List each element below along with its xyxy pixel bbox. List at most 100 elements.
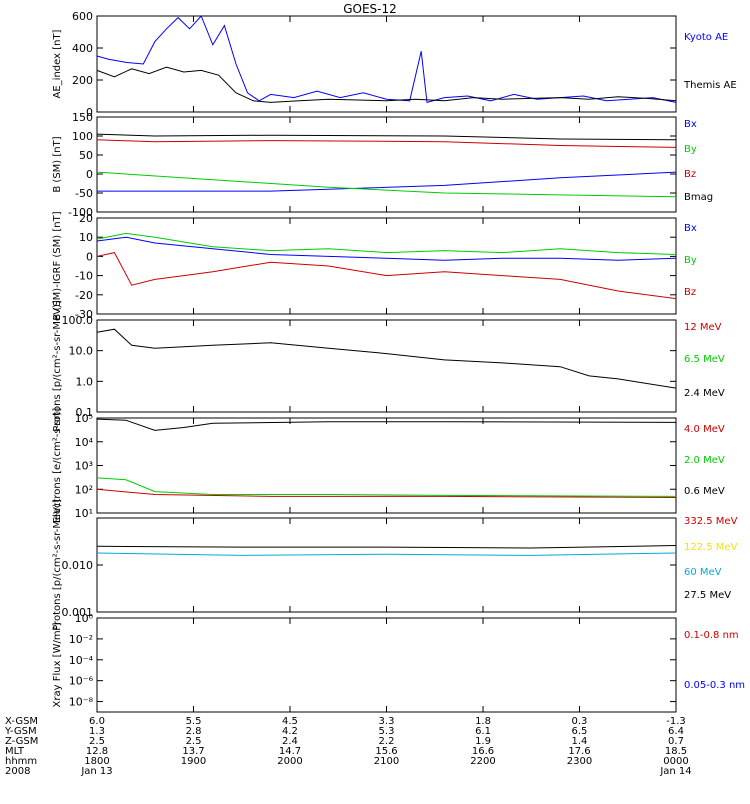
legend-entry: Themis AE (683, 80, 737, 91)
legend-entry: By (684, 144, 697, 155)
legend-entry: 27.5 MeV (684, 590, 731, 601)
series-line-Bx (97, 171, 677, 192)
panel-frame (96, 517, 677, 613)
series-line-By (96, 171, 677, 198)
legend-entry: 332.5 MeV (684, 516, 738, 527)
y-axis-label: Xray Flux [W/m²] (52, 622, 63, 707)
series-line-60-MeV (96, 552, 677, 556)
y-tick-label: 0.1 (76, 406, 94, 419)
legend-entry: By (684, 255, 697, 266)
x-axis-value: 1.8 (475, 716, 491, 727)
x-axis-value: 2000 (277, 756, 302, 767)
y-axis-label: Electrons [e/(cm²-s-sr)] (52, 408, 63, 524)
y-tick-label: 10⁰ (75, 612, 94, 625)
x-axis-row-label: X-GSM (5, 716, 38, 727)
y-tick-label: 20 (79, 212, 93, 225)
figure-title: GOES-12 (343, 2, 397, 16)
x-axis-value: 2.8 (186, 726, 202, 737)
x-axis-value: 5.3 (379, 726, 395, 737)
x-axis-value: 6.0 (89, 716, 105, 727)
panel-frame (96, 116, 677, 213)
x-axis-value: 2.4 (282, 736, 298, 747)
series-line-0-6-MeV (96, 418, 677, 431)
series-line-By (96, 232, 677, 255)
series-line-Themis-AE (96, 66, 677, 103)
x-axis-value: 2300 (567, 756, 592, 767)
x-axis-value: 2.2 (379, 736, 395, 747)
x-axis-value: 1.4 (572, 736, 588, 747)
x-axis-row-label: MLT (5, 746, 25, 757)
panel-1 (96, 15, 677, 113)
legend-entry: 4.0 MeV (684, 424, 725, 435)
y-tick-label: 0.001 (62, 606, 94, 619)
series-line-4-0-MeV (96, 488, 677, 498)
y-tick-label: 0 (86, 106, 93, 119)
y-tick-label: 10⁻⁴ (69, 654, 94, 667)
y-tick-label: 10⁵ (75, 412, 93, 425)
series-line-Bz (96, 139, 677, 148)
x-axis-value: 17.6 (568, 746, 590, 757)
legend-entry: 122.5 MeV (684, 542, 738, 553)
legend-entry: Bz (684, 287, 696, 298)
x-axis-row-label: 2008 (5, 766, 30, 777)
legend-entry: 2.4 MeV (684, 388, 725, 399)
legend-entry: 0.6 MeV (684, 486, 725, 497)
y-tick-label: 150 (72, 111, 93, 124)
x-axis-row-label: Y-GSM (4, 726, 37, 737)
panel-4 (96, 319, 677, 413)
y-tick-label: 0 (86, 250, 93, 263)
x-axis-value: 13.7 (182, 746, 204, 757)
y-axis-label: B (SM) [nT] (52, 136, 63, 192)
y-tick-label: 0.010 (62, 559, 94, 572)
y-tick-label: 10⁻⁸ (69, 696, 94, 709)
x-axis-value: 2200 (470, 756, 495, 767)
x-axis-value: 1800 (84, 756, 109, 767)
x-axis-value: 5.5 (186, 716, 202, 727)
y-tick-label: -50 (75, 187, 93, 200)
y-tick-label: 100 (72, 130, 93, 143)
y-tick-label: 50 (79, 149, 93, 162)
x-axis-value: 18.5 (665, 746, 687, 757)
x-axis-value: 15.6 (375, 746, 397, 757)
series-line-27-5-MeV (96, 545, 677, 549)
x-axis-value: 14.7 (279, 746, 301, 757)
y-axis-label: AE_index [nT] (52, 29, 63, 98)
x-axis-value: 4.5 (282, 716, 298, 727)
x-axis-value: 3.3 (379, 716, 395, 727)
y-tick-label: 400 (72, 42, 93, 55)
y-tick-label: 600 (72, 10, 93, 23)
y-tick-label: 10¹ (75, 507, 93, 520)
legend-entry: 6.5 MeV (684, 354, 725, 365)
legend-entry: 0.05-0.3 nm (684, 680, 745, 691)
legend-entry: 12 MeV (684, 322, 722, 333)
y-tick-label: 10³ (75, 460, 93, 473)
panel-frame (96, 617, 677, 713)
y-axis-label: B (SM)-IGRF (SM) [nT] (52, 211, 63, 320)
legend-entry: Bz (684, 169, 696, 180)
series-line-Bmag (96, 133, 677, 141)
legend-entry: 0.1-0.8 nm (684, 630, 739, 641)
x-axis-value: 4.2 (282, 726, 298, 737)
y-axis-label: Protons [p/(cm²-s-sr-MeV)] (52, 300, 63, 432)
x-axis-row-label: Z-GSM (5, 736, 38, 747)
panel-frame (96, 319, 677, 413)
y-tick-label: 10² (75, 483, 93, 496)
x-axis-value: 0000 (663, 756, 688, 767)
x-axis-value: 2.5 (186, 736, 202, 747)
y-tick-label: 10⁻⁶ (69, 675, 94, 688)
x-axis-row-label: hhmm (5, 756, 37, 767)
series-line-Kyoto-AE (96, 15, 677, 104)
x-axis-value: 16.6 (472, 746, 494, 757)
x-axis-value: 1.9 (475, 736, 491, 747)
series-line-2-4-MeV (96, 328, 677, 389)
x-axis-value: 6.1 (475, 726, 491, 737)
x-axis-value: 2100 (374, 756, 399, 767)
x-axis-value: 1.3 (89, 726, 105, 737)
series-line-Bx (96, 236, 677, 261)
y-tick-label: -30 (75, 308, 93, 321)
x-axis-value: 6.5 (572, 726, 588, 737)
x-axis-value: 2.5 (89, 736, 105, 747)
y-tick-label: -100 (68, 206, 93, 219)
